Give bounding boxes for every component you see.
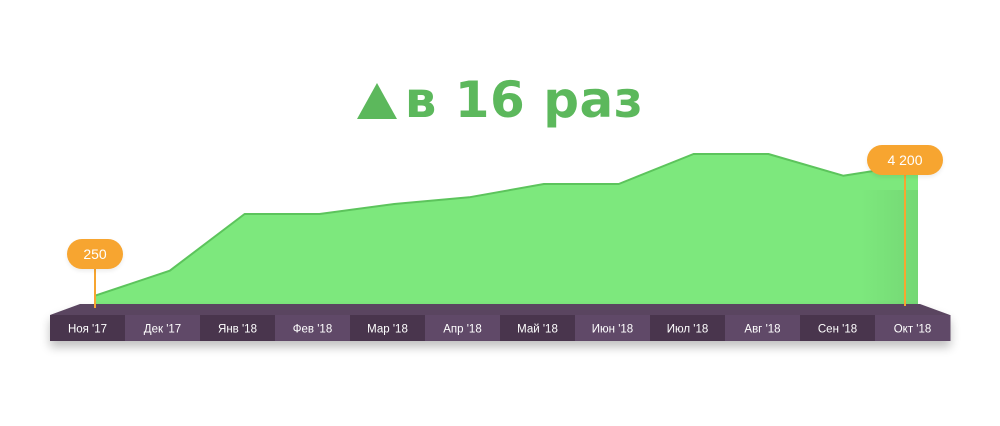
callout-first-value: 250 <box>67 239 123 269</box>
axis-band-segment <box>50 315 126 341</box>
x-tick-label: Май '18 <box>517 324 558 336</box>
x-tick-label: Фев '18 <box>293 324 332 336</box>
axis-band-segment <box>875 315 951 341</box>
x-tick-label: Янв '18 <box>218 324 257 336</box>
area-shade <box>860 190 918 304</box>
x-tick-label: Сен '18 <box>818 324 857 336</box>
axis-band-segment <box>725 315 801 341</box>
axis-band-segment <box>650 315 726 341</box>
area-line <box>94 153 919 297</box>
x-tick-label: Мар '18 <box>367 324 408 336</box>
x-axis-ticks: Ноя '17 Дек '17 Янв '18 Фев '18 Мар '18 Апр '… <box>68 324 931 336</box>
area-series-layer <box>94 153 919 304</box>
x-axis-band <box>50 304 951 341</box>
x-tick-label: Дек '17 <box>144 324 181 336</box>
x-tick-label: Авг '18 <box>744 324 780 336</box>
x-tick-label: Июн '18 <box>592 324 633 336</box>
axis-band-segment <box>275 315 351 341</box>
callout-last-value: 4 200 <box>867 145 943 175</box>
axis-band-segment <box>125 315 201 341</box>
area-fill <box>95 154 918 304</box>
axis-band-segment <box>425 315 501 341</box>
axis-band-segment <box>500 315 576 341</box>
axis-band-segment <box>575 315 651 341</box>
x-tick-label: Окт '18 <box>894 324 932 336</box>
x-tick-label: Апр '18 <box>443 324 481 336</box>
axis-band-segment <box>350 315 426 341</box>
x-tick-label: Ноя '17 <box>68 324 107 336</box>
growth-headline: в 16 раз <box>0 68 1000 132</box>
x-tick-label: Июл '18 <box>667 324 709 336</box>
growth-text: в 16 раз <box>404 71 644 129</box>
axis-band-segment <box>800 315 876 341</box>
axis-band-top <box>50 304 950 315</box>
callout-pins <box>94 174 906 308</box>
axis-band-segment <box>200 315 276 341</box>
up-triangle-icon <box>356 83 397 119</box>
